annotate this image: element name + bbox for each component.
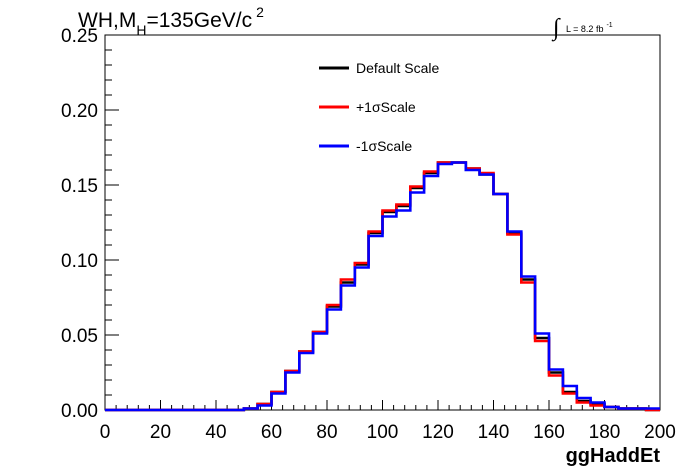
x-tick-label: 20: [150, 422, 171, 443]
x-axis-title: ggHaddEt: [566, 445, 661, 467]
legend: Default Scale +1σScale -1σScale: [319, 60, 439, 154]
x-tick-label: 200: [644, 422, 676, 443]
legend-label: +1σScale: [356, 99, 416, 115]
x-tick-label: 60: [261, 422, 282, 443]
x-tick-label: 120: [422, 422, 454, 443]
x-tick-label: 160: [533, 422, 565, 443]
series-layer: [105, 161, 660, 412]
y-tick-label: 0.15: [61, 176, 98, 197]
series-line--1-scale: [105, 161, 660, 412]
y-axis: 0.00 0.05 0.10 0.15 0.20 0.25: [61, 26, 119, 422]
chart-title: WH,MH=135GeV/c 2: [78, 4, 264, 38]
x-tick-label: 0: [100, 422, 111, 443]
legend-label: Default Scale: [356, 60, 439, 76]
y-tick-label: 0.05: [61, 326, 98, 347]
svg-text:L = 8.2 fb-1: L = 8.2 fb -1: [566, 22, 613, 34]
x-axis: 0 20 40 60 80 100 120 140 160 180 200: [100, 400, 676, 443]
y-tick-label: 0.00: [61, 401, 98, 422]
integral-symbol: ∫: [551, 15, 561, 42]
x-tick-label: 180: [589, 422, 621, 443]
x-tick-label: 40: [205, 422, 226, 443]
luminosity-label: ∫ L = 8.2 fb -1: [551, 15, 613, 42]
x-tick-label: 80: [316, 422, 337, 443]
x-tick-label: 100: [367, 422, 399, 443]
x-tick-label: 140: [478, 422, 510, 443]
y-tick-label: 0.25: [61, 26, 98, 47]
legend-label: -1σScale: [356, 138, 412, 154]
y-tick-label: 0.10: [61, 251, 98, 272]
y-tick-label: 0.20: [61, 101, 98, 122]
